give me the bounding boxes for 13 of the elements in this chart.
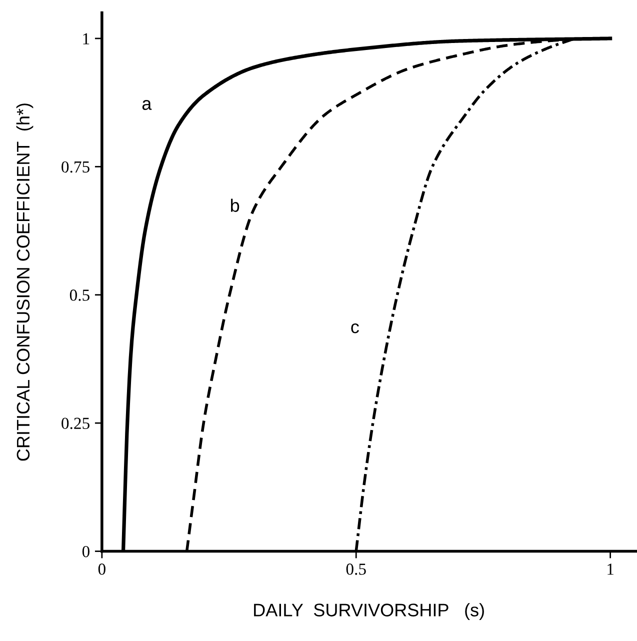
y-axis-title: CRITICAL CONFUSION COEFFICIENT (h*) bbox=[16, 104, 34, 461]
y-tick-label: 1 bbox=[83, 33, 90, 44]
series-label: b bbox=[231, 198, 240, 212]
y-tick-label: 0.75 bbox=[62, 161, 90, 173]
x-axis-title: DAILY SURVIVORSHIP (s) bbox=[254, 603, 484, 620]
x-tick-label: 0.5 bbox=[346, 564, 366, 575]
series-label: c bbox=[351, 323, 359, 334]
series-label: a bbox=[142, 100, 152, 110]
y-tick-label: 0 bbox=[82, 546, 90, 558]
y-tick-label: 0.25 bbox=[62, 418, 90, 430]
x-tick-label: 0 bbox=[98, 564, 106, 575]
x-tick-label: 1 bbox=[608, 564, 614, 575]
y-tick-label: 0.5 bbox=[70, 290, 90, 301]
